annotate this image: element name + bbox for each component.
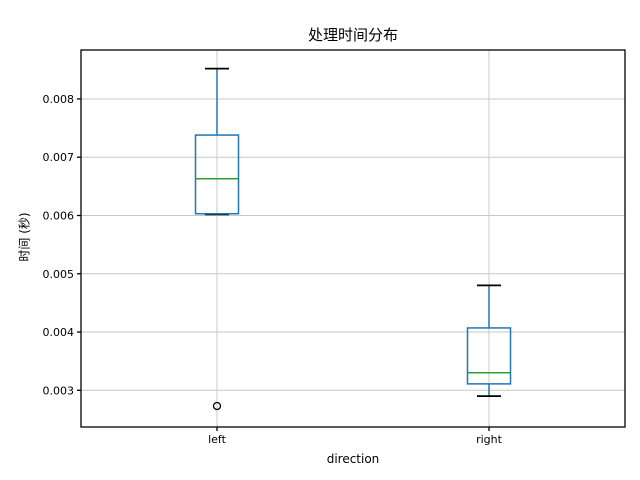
y-tick-label: 0.008	[43, 93, 75, 106]
y-tick-label: 0.007	[43, 151, 75, 164]
plot-frame	[80, 49, 626, 428]
x-tick-label: right	[476, 433, 503, 446]
outlier-point	[212, 401, 222, 411]
y-tick-label: 0.004	[43, 326, 75, 339]
box-right	[466, 327, 512, 385]
box-left	[194, 134, 240, 215]
x-tick-label: left	[208, 433, 227, 446]
chart-title: 处理时间分布	[307, 26, 398, 44]
y-tick-label: 0.003	[43, 384, 75, 397]
x-axis-label: direction	[326, 452, 380, 466]
y-tick-label: 0.005	[43, 268, 75, 281]
y-tick-label: 0.006	[43, 209, 75, 222]
